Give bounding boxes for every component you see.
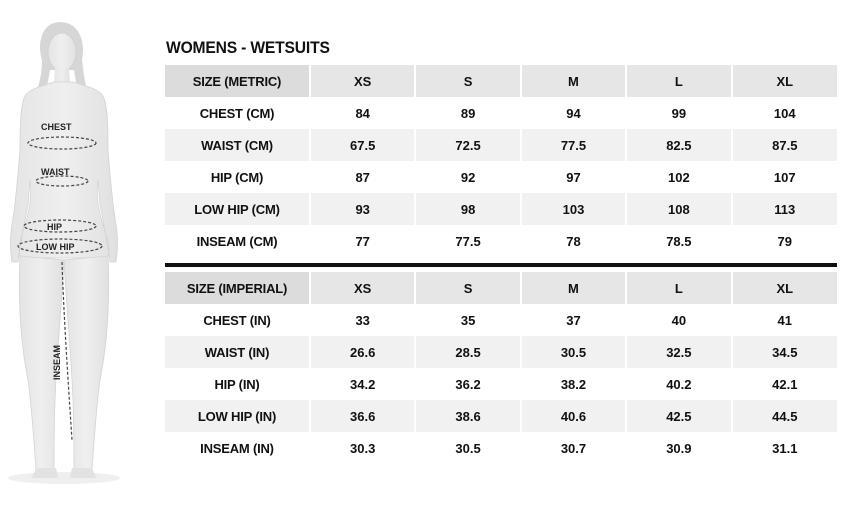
- measurement-value: 89: [414, 97, 521, 129]
- table-row: INSEAM (CM) 77 77.5 78 78.5 79: [165, 225, 837, 257]
- measurement-value: 32.5: [625, 336, 732, 368]
- measurement-value: 107: [730, 161, 837, 193]
- metric-header-row: SIZE (METRIC) XS S M L XL: [165, 65, 837, 97]
- table-row: LOW HIP (CM) 93 98 103 108 113: [165, 193, 837, 225]
- measurement-value: 34.2: [308, 368, 416, 400]
- metric-size-column-header: XL: [730, 65, 837, 97]
- measurement-value: 77: [308, 225, 416, 257]
- measurement-value: 40.2: [625, 368, 732, 400]
- measurement-value: 79: [730, 225, 837, 257]
- table-row: CHEST (IN) 33 35 37 40 41: [165, 304, 837, 336]
- measurement-label: WAIST (CM): [165, 129, 310, 161]
- imperial-size-label: SIZE (IMPERIAL): [165, 272, 310, 304]
- measurement-value: 87: [308, 161, 416, 193]
- measurement-value: 40: [625, 304, 732, 336]
- measurement-value: 30.9: [625, 432, 732, 464]
- measurement-label: LOW HIP (IN): [165, 400, 310, 432]
- measurement-value: 108: [625, 193, 732, 225]
- imperial-size-column-header: L: [625, 272, 732, 304]
- measurement-value: 78.5: [625, 225, 732, 257]
- measurement-value: 42.1: [730, 368, 837, 400]
- table-row: LOW HIP (IN) 36.6 38.6 40.6 42.5 44.5: [165, 400, 837, 432]
- measurement-value: 94: [519, 97, 627, 129]
- measurement-value: 34.5: [730, 336, 837, 368]
- metric-size-column-header: L: [625, 65, 732, 97]
- measurement-value: 31.1: [730, 432, 837, 464]
- imperial-size-column-header: S: [414, 272, 521, 304]
- measurement-value: 42.5: [625, 400, 732, 432]
- measurement-value: 78: [519, 225, 627, 257]
- measurement-value: 30.3: [308, 432, 416, 464]
- measurement-value: 36.2: [414, 368, 521, 400]
- measurement-value: 33: [308, 304, 416, 336]
- measurement-label: CHEST (CM): [199, 105, 275, 121]
- measurement-label: CHEST (IN): [203, 312, 271, 328]
- measurement-value: 103: [519, 193, 627, 225]
- body-measurement-figure: CHEST WAIST HIP LOW HIP INSEAM: [8, 22, 120, 484]
- measurement-label: WAIST (IN): [165, 336, 310, 368]
- metric-size-column-header: S: [414, 65, 521, 97]
- measurement-value: 98: [414, 193, 521, 225]
- measurement-value: 44.5: [730, 400, 837, 432]
- measurement-value: 82.5: [625, 129, 732, 161]
- measurement-value: 99: [625, 97, 732, 129]
- measurement-label: INSEAM (CM): [196, 233, 278, 249]
- measurement-value: 36.6: [308, 400, 416, 432]
- measurement-value: 26.6: [308, 336, 416, 368]
- metric-size-table: SIZE (METRIC) XS S M L XL CHEST (CM) 84 89 94 99 10…: [165, 65, 837, 257]
- measurement-value: 72.5: [414, 129, 521, 161]
- measurement-label: LOW HIP (CM): [165, 193, 310, 225]
- figure-label-chest: CHEST: [41, 122, 72, 132]
- page-title: WOMENS - WETSUITS: [166, 38, 330, 57]
- measurement-value: 77.5: [519, 129, 627, 161]
- measurement-value: 87.5: [730, 129, 837, 161]
- measurement-label: HIP (CM): [210, 169, 264, 185]
- metric-size-label: SIZE (METRIC): [165, 65, 310, 97]
- measurement-value: 67.5: [308, 129, 416, 161]
- table-row: CHEST (CM) 84 89 94 99 104: [165, 97, 837, 129]
- measurement-value: 35: [414, 304, 521, 336]
- measurement-value: 30.5: [519, 336, 627, 368]
- table-row: HIP (IN) 34.2 36.2 38.2 40.2 42.1: [165, 368, 837, 400]
- measurement-value: 28.5: [414, 336, 521, 368]
- measurement-value: 30.5: [414, 432, 521, 464]
- figure-label-inseam: INSEAM: [52, 345, 62, 380]
- imperial-size-column-header: XS: [308, 272, 416, 304]
- table-divider: [165, 263, 837, 267]
- measurement-value: 30.7: [519, 432, 627, 464]
- imperial-header-row: SIZE (IMPERIAL) XS S M L XL: [165, 272, 837, 304]
- imperial-table-body: SIZE (IMPERIAL) XS S M L XL CHEST (IN) 33 35 37 40…: [165, 272, 837, 464]
- measurement-value: 38.6: [414, 400, 521, 432]
- measurement-value: 38.2: [519, 368, 627, 400]
- imperial-size-column-header: XL: [730, 272, 837, 304]
- figure-label-waist: WAIST: [41, 167, 70, 177]
- measurement-value: 113: [730, 193, 837, 225]
- measurement-label: INSEAM (IN): [200, 440, 274, 456]
- measurement-value: 97: [519, 161, 627, 193]
- imperial-size-column-header: M: [519, 272, 627, 304]
- table-row: WAIST (CM) 67.5 72.5 77.5 82.5 87.5: [165, 129, 837, 161]
- table-row: WAIST (IN) 26.6 28.5 30.5 32.5 34.5: [165, 336, 837, 368]
- measurement-value: 37: [519, 304, 627, 336]
- table-row: INSEAM (IN) 30.3 30.5 30.7 30.9 31.1: [165, 432, 837, 464]
- measurement-value: 93: [308, 193, 416, 225]
- table-row: HIP (CM) 87 92 97 102 107: [165, 161, 837, 193]
- imperial-size-table: SIZE (IMPERIAL) XS S M L XL CHEST (IN) 33 35 37 40…: [165, 272, 837, 464]
- measurement-value: 92: [414, 161, 521, 193]
- metric-table-body: SIZE (METRIC) XS S M L XL CHEST (CM) 84 89 94 99 10…: [165, 65, 837, 257]
- metric-size-column-header: XS: [308, 65, 416, 97]
- figure-label-low-hip: LOW HIP: [36, 242, 75, 252]
- figure-label-hip: HIP: [47, 222, 62, 232]
- measurement-value: 40.6: [519, 400, 627, 432]
- measurement-value: 104: [730, 97, 837, 129]
- measurement-value: 77.5: [414, 225, 521, 257]
- measurement-value: 84: [308, 97, 416, 129]
- measurement-value: 41: [730, 304, 837, 336]
- metric-size-column-header: M: [519, 65, 627, 97]
- measurement-label: HIP (IN): [214, 376, 260, 392]
- measurement-value: 102: [625, 161, 732, 193]
